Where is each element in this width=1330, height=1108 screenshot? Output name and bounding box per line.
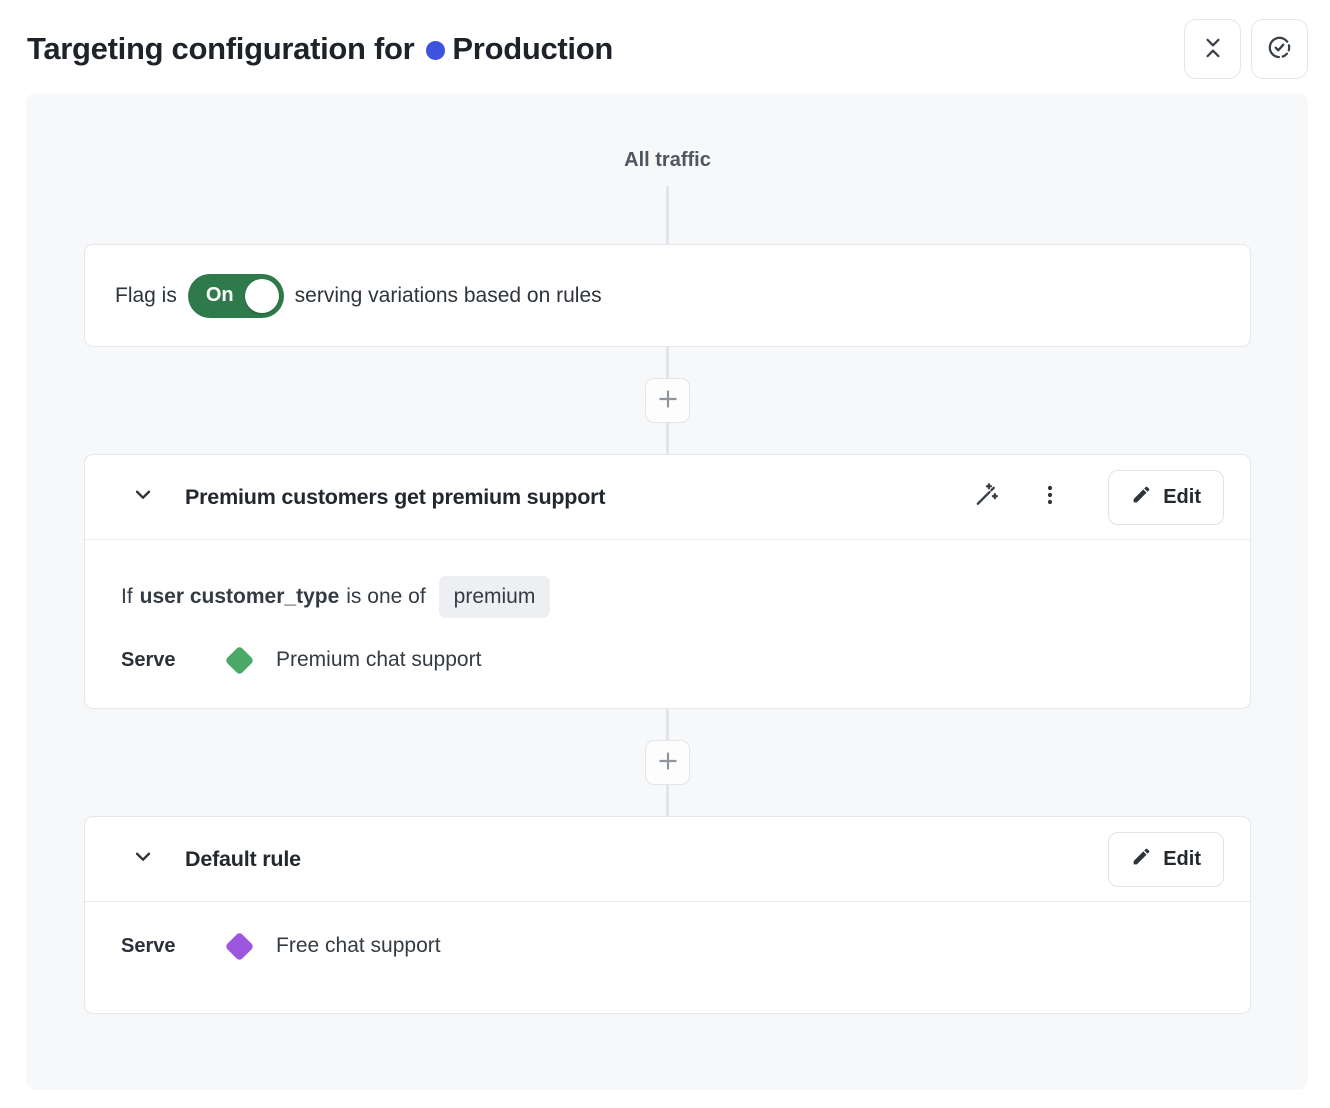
serve-label: Serve: [121, 934, 176, 957]
rule-card-premium: Premium customers get premium support: [84, 454, 1251, 709]
page-title-text: Targeting configuration for: [27, 31, 415, 66]
rule-condition: If user customer_type is one of premium: [121, 576, 1220, 618]
environment-name: Production: [452, 31, 614, 66]
rule-header: Premium customers get premium support: [85, 455, 1250, 540]
variation-name: Free chat support: [276, 934, 441, 957]
condition-operator: is one of: [346, 585, 426, 608]
add-rule-button[interactable]: [645, 378, 690, 423]
condition-attribute: user customer_type: [139, 585, 340, 608]
condition-value-chip: premium: [438, 576, 551, 618]
edit-button-label: Edit: [1163, 485, 1201, 508]
serve-row: Serve Premium chat support: [121, 645, 1220, 675]
kebab-menu-icon: [1038, 483, 1062, 512]
header-actions: [1184, 19, 1308, 79]
edit-rule-button[interactable]: Edit: [1108, 831, 1224, 887]
add-rule-connector: [84, 347, 1251, 454]
collapse-all-button[interactable]: [1184, 19, 1241, 79]
condition-prefix: If: [121, 585, 133, 608]
rule-actions: Edit: [1094, 831, 1224, 887]
edit-button-label: Edit: [1163, 847, 1201, 870]
rule-body: If user customer_type is one of premium …: [85, 540, 1250, 708]
pencil-icon: [1131, 484, 1152, 511]
flow-connector: [666, 423, 669, 454]
collapse-rule-button[interactable]: [129, 483, 157, 511]
rule-title: Default rule: [185, 846, 301, 871]
flag-status-suffix: serving variations based on rules: [294, 283, 602, 307]
page-header: Targeting configuration for Production: [0, 0, 1330, 86]
wand-button[interactable]: [966, 477, 1006, 517]
rule-card-default: Default rule Edit Serve Free chat suppor…: [84, 816, 1251, 1014]
flow-connector: [666, 785, 669, 816]
collapse-rule-button[interactable]: [129, 845, 157, 873]
edit-rule-button[interactable]: Edit: [1108, 469, 1224, 525]
targeting-panel: All traffic Flag is On serving variation…: [26, 93, 1308, 1090]
flag-toggle-state: On: [205, 284, 234, 306]
toggle-knob: [244, 278, 279, 313]
page-title: Targeting configuration for Production: [27, 31, 613, 67]
wand-sparkles-icon: [972, 481, 1000, 514]
add-rule-button[interactable]: [645, 740, 690, 785]
chevron-down-icon: [130, 482, 156, 513]
flag-toggle[interactable]: On: [187, 273, 284, 318]
flow-connector: [666, 709, 669, 740]
serve-row: Serve Free chat support: [121, 931, 1220, 961]
all-traffic-label: All traffic: [624, 149, 711, 171]
variation-name: Premium chat support: [276, 648, 482, 671]
rule-title: Premium customers get premium support: [185, 484, 606, 509]
rule-header: Default rule Edit: [85, 817, 1250, 902]
variation-diamond-icon: [224, 645, 255, 675]
environment-dot-icon: [426, 41, 446, 60]
flag-status-card: Flag is On serving variations based on r…: [84, 244, 1251, 347]
serve-label: Serve: [121, 648, 176, 671]
rule-body: Serve Free chat support: [85, 902, 1250, 1013]
flow-connector: [666, 186, 669, 244]
flag-status-prefix: Flag is: [115, 283, 177, 307]
plus-icon: [655, 386, 681, 415]
plus-icon: [655, 748, 681, 777]
variation-diamond-icon: [224, 931, 255, 961]
collapse-vertical-icon: [1200, 35, 1226, 64]
review-changes-button[interactable]: [1251, 19, 1308, 79]
check-circle-dashed-icon: [1266, 34, 1293, 64]
flow-connector: [666, 347, 669, 378]
chevron-down-icon: [130, 844, 156, 875]
pencil-icon: [1131, 846, 1152, 873]
add-rule-connector: [84, 709, 1251, 816]
rule-menu-button[interactable]: [1030, 477, 1070, 517]
rule-actions: Edit: [966, 469, 1224, 525]
